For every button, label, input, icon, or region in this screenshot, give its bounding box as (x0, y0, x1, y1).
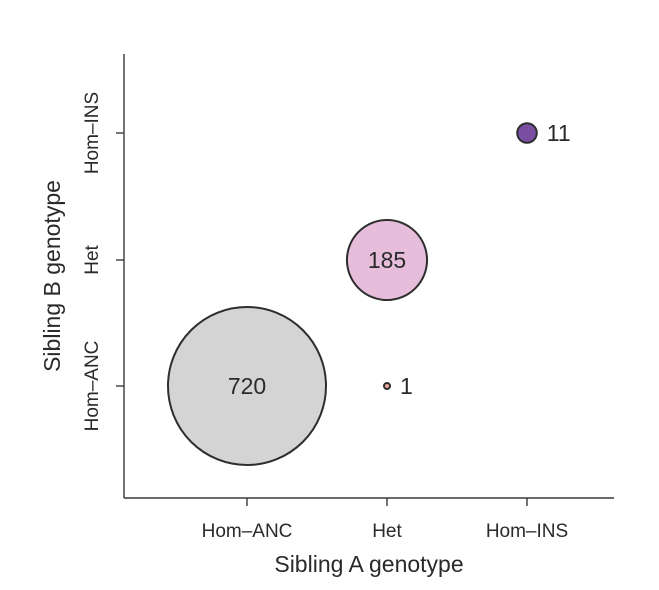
x-tick-label-het: Het (372, 521, 402, 542)
x-tick-label-hom-ins: Hom–INS (486, 521, 568, 542)
bubble-hom-ins-hom-ins (516, 122, 538, 144)
y-tick-label-het: Het (82, 245, 103, 275)
x-axis-title: Sibling A genotype (274, 551, 463, 577)
x-tick-label-hom-anc: Hom–ANC (202, 521, 293, 542)
y-axis-ticks: Hom–ANC Het Hom–INS (82, 92, 124, 432)
axes (123, 54, 614, 499)
bubble-het-het (345, 218, 429, 302)
data-label-hom-ins-hom-ins: 11 (547, 120, 571, 146)
data-label-het-hom-anc: 1 (400, 373, 413, 399)
x-axis-ticks: Hom–ANC Het Hom–INS (202, 498, 568, 542)
data-label-het-het: 185 (368, 247, 406, 273)
bubbles (167, 122, 538, 466)
y-axis-title: Sibling B genotype (39, 180, 65, 372)
data-label-hom-anc-hom-anc: 720 (228, 373, 266, 399)
y-tick-label-hom-ins: Hom–INS (82, 92, 103, 174)
bubble-het-hom-anc (383, 382, 391, 390)
y-tick-label-hom-anc: Hom–ANC (82, 341, 103, 432)
bubble-hom-anc-hom-anc (167, 306, 327, 466)
